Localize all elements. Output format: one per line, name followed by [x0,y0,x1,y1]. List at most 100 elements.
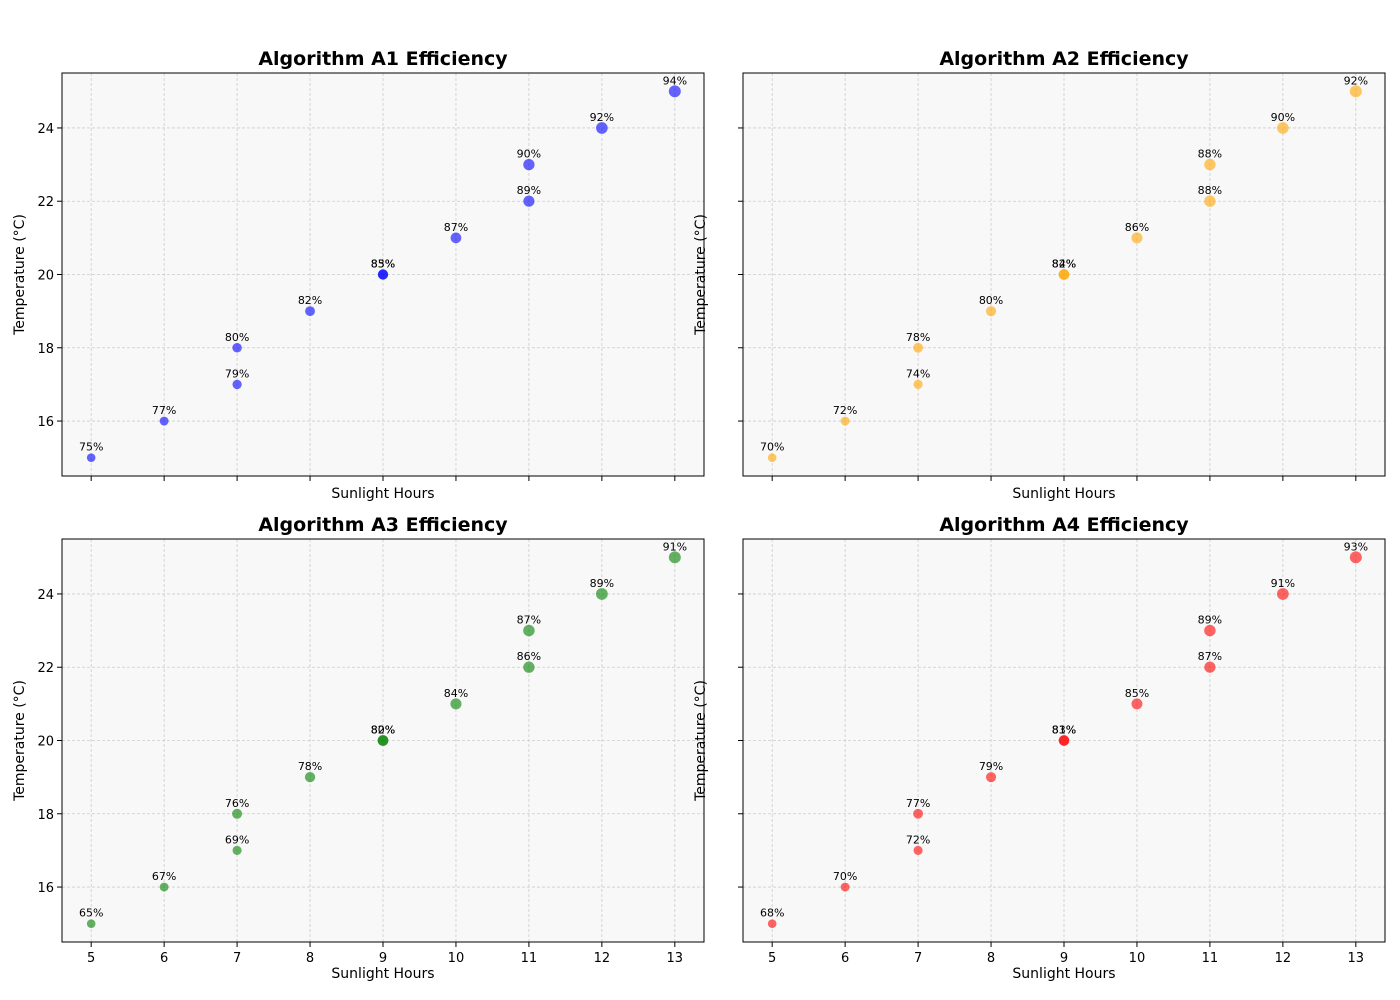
data-label: 69% [225,833,249,846]
scatter-point [377,269,389,280]
data-label: 89% [517,184,541,197]
y-tick-label: 16 [37,415,54,430]
scatter-point [1204,158,1216,171]
scatter-point [596,122,608,134]
scatter-point [1204,661,1216,673]
scatter-point [523,661,535,673]
data-label: 87% [444,221,468,234]
data-label: 80% [979,294,1003,307]
scatter-point [377,735,389,746]
x-axis-label: Sunlight Hours [1012,486,1115,502]
chart-title: Algorithm A4 Efficiency [939,514,1189,536]
chart-panel-1: 16 18 20 22 24 Algorithm A1 Efficiency Sunligh… [12,48,705,502]
data-label: 92% [590,111,614,124]
x-tick-label: 11 [1202,951,1219,966]
data-label: 89% [590,577,614,590]
scatter-point [913,379,923,390]
scatter-point [159,882,169,892]
x-tick-label: 5 [768,951,776,966]
data-label: 79% [979,760,1003,773]
data-label: 70% [760,441,784,454]
data-label: 87% [1198,650,1222,663]
scatter-point [985,772,997,783]
x-tick-label: 6 [160,951,168,966]
x-tick-label: 13 [1348,951,1365,966]
y-tick-label: 20 [37,269,54,284]
scatter-point [668,551,681,564]
data-label: 83% [371,258,395,271]
y-tick-label: 18 [37,342,54,357]
scatter-point [767,919,777,928]
data-label: 86% [517,650,541,663]
scatter-point [913,808,924,819]
scatter-point [913,342,924,353]
data-label: 78% [906,331,930,344]
scatter-point [1131,698,1143,710]
chart-panel-4: 5 6 7 8 9 10 11 12 13 Algorithm A4 Efficiency Sunl… [693,514,1386,982]
x-tick-label: 10 [448,951,465,966]
data-label: 84% [1052,258,1076,271]
data-label: 85% [371,258,395,271]
x-tick-label: 7 [233,951,241,966]
data-label: 75% [79,441,103,454]
data-label: 87% [517,614,541,627]
data-label: 88% [1198,148,1222,161]
data-label: 76% [225,797,249,810]
data-label: 72% [906,833,930,846]
data-label: 84% [444,687,468,700]
x-axis-label: Sunlight Hours [331,966,434,982]
scatter-point [1349,551,1362,564]
data-label: 86% [1125,221,1149,234]
scatter-point [232,808,243,819]
scatter-point [304,771,316,783]
x-tick-label: 7 [914,951,922,966]
x-tick-label: 8 [306,951,314,966]
data-label: 72% [833,404,857,417]
scatter-point [767,453,777,462]
scatter-point [232,343,242,353]
scatter-point [1349,85,1362,98]
chart-panel-3: 5 6 7 8 9 10 11 12 13 16 18 20 22 24 Algorithm A3 Effi… [12,514,705,982]
scatter-point [1204,195,1216,207]
data-label: 85% [1125,687,1149,700]
data-label: 93% [1344,540,1368,553]
x-axis-label: Sunlight Hours [331,486,434,502]
data-label: 80% [225,331,249,344]
scatter-point [1058,735,1070,746]
data-label: 90% [517,148,541,161]
data-label: 91% [1271,577,1295,590]
scatter-point [1058,269,1070,280]
data-label: 92% [1344,74,1368,87]
data-label: 94% [663,74,687,87]
x-tick-label: 5 [87,951,95,966]
data-label: 79% [225,367,249,380]
data-label: 78% [298,760,322,773]
y-tick-label: 18 [37,808,54,823]
scatter-point [450,698,462,710]
scatter-point [450,232,462,244]
scatter-point [1204,624,1216,637]
data-label: 88% [1198,184,1222,197]
scatter-point [159,416,169,426]
data-label: 67% [152,870,176,883]
x-tick-label: 6 [841,951,849,966]
scatter-point [985,306,997,317]
scatter-point [668,85,681,98]
y-axis-label: Temperature (°C) [12,680,28,802]
data-label: 65% [79,907,103,920]
x-tick-label: 12 [594,951,611,966]
scatter-point [86,453,96,462]
data-label: 77% [152,404,176,417]
data-label: 80% [371,724,395,737]
data-label: 91% [663,540,687,553]
chart-title: Algorithm A3 Efficiency [258,514,508,536]
x-tick-label: 9 [379,951,387,966]
scatter-point [1131,232,1143,244]
scatter-point [232,379,242,390]
chart-title: Algorithm A2 Efficiency [939,48,1189,70]
x-tick-label: 11 [521,951,538,966]
chart-panel-2: Algorithm A2 Efficiency Sunlight Hours Tem… [693,48,1386,502]
data-label: 82% [371,724,395,737]
scatter-point [86,919,96,928]
